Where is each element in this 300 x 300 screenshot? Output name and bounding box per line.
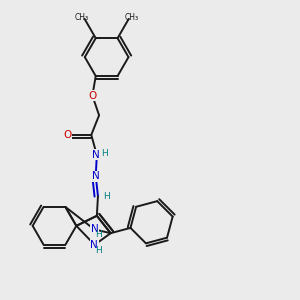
Text: H: H: [95, 230, 102, 239]
Text: N: N: [90, 240, 98, 250]
Text: CH₃: CH₃: [75, 13, 89, 22]
Text: N: N: [92, 171, 100, 181]
Text: H: H: [101, 149, 108, 158]
Text: N: N: [92, 150, 100, 160]
Text: CH₃: CH₃: [124, 13, 138, 22]
Text: N: N: [91, 224, 99, 234]
Text: O: O: [88, 91, 97, 101]
Text: H: H: [103, 192, 110, 201]
Text: O: O: [63, 130, 71, 140]
Text: H: H: [95, 247, 102, 256]
